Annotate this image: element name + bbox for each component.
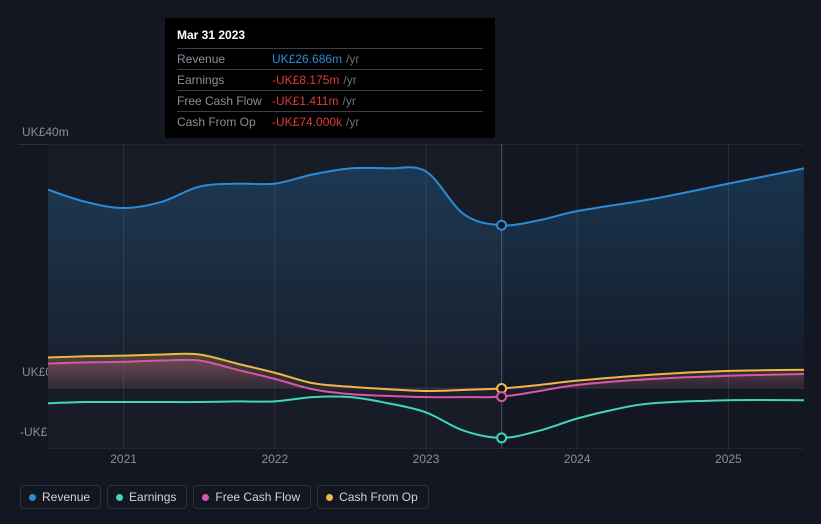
legend-item[interactable]: Cash From Op: [317, 485, 429, 509]
tooltip-row: Cash From Op-UK£74.000k/yr: [177, 111, 483, 132]
tooltip-metric-label: Revenue: [177, 52, 272, 66]
x-axis-label: 2022: [261, 452, 288, 466]
legend-dot: [326, 494, 333, 501]
legend-dot: [29, 494, 36, 501]
tooltip-date: Mar 31 2023: [177, 26, 483, 48]
legend-label: Free Cash Flow: [215, 490, 300, 504]
legend-item[interactable]: Free Cash Flow: [193, 485, 311, 509]
tooltip-metric-value: -UK£74.000k: [272, 115, 342, 129]
legend-item[interactable]: Revenue: [20, 485, 101, 509]
tooltip-metric-unit: /yr: [343, 73, 356, 87]
tooltip-metric-value: -UK£8.175m: [272, 73, 339, 87]
tooltip-metric-unit: /yr: [342, 94, 355, 108]
marker-earnings: [497, 433, 506, 442]
tooltip-metric-label: Cash From Op: [177, 115, 272, 129]
legend-dot: [202, 494, 209, 501]
legend-item[interactable]: Earnings: [107, 485, 187, 509]
tooltip-metric-unit: /yr: [346, 115, 359, 129]
tooltip-metric-label: Earnings: [177, 73, 272, 87]
chart-legend: Revenue Earnings Free Cash Flow Cash From O…: [20, 485, 429, 509]
legend-label: Revenue: [42, 490, 90, 504]
financials-chart[interactable]: [48, 144, 804, 449]
x-axis-label: 2021: [110, 452, 137, 466]
marker-free_cash_flow: [497, 392, 506, 401]
chart-tooltip: Mar 31 2023 RevenueUK£26.686m/yrEarnings…: [165, 18, 495, 138]
legend-label: Earnings: [129, 490, 176, 504]
tooltip-row: RevenueUK£26.686m/yr: [177, 48, 483, 69]
x-axis-label: 2025: [715, 452, 742, 466]
tooltip-metric-label: Free Cash Flow: [177, 94, 272, 108]
marker-revenue: [497, 221, 506, 230]
legend-label: Cash From Op: [339, 490, 418, 504]
tooltip-metric-value: UK£26.686m: [272, 52, 342, 66]
x-axis-label: 2023: [413, 452, 440, 466]
tooltip-row: Earnings-UK£8.175m/yr: [177, 69, 483, 90]
tooltip-metric-value: -UK£1.411m: [272, 94, 338, 108]
x-axis-label: 2024: [564, 452, 591, 466]
tooltip-metric-unit: /yr: [346, 52, 359, 66]
tooltip-row: Free Cash Flow-UK£1.411m/yr: [177, 90, 483, 111]
y-axis-label: UK£40m: [22, 125, 69, 139]
legend-dot: [116, 494, 123, 501]
